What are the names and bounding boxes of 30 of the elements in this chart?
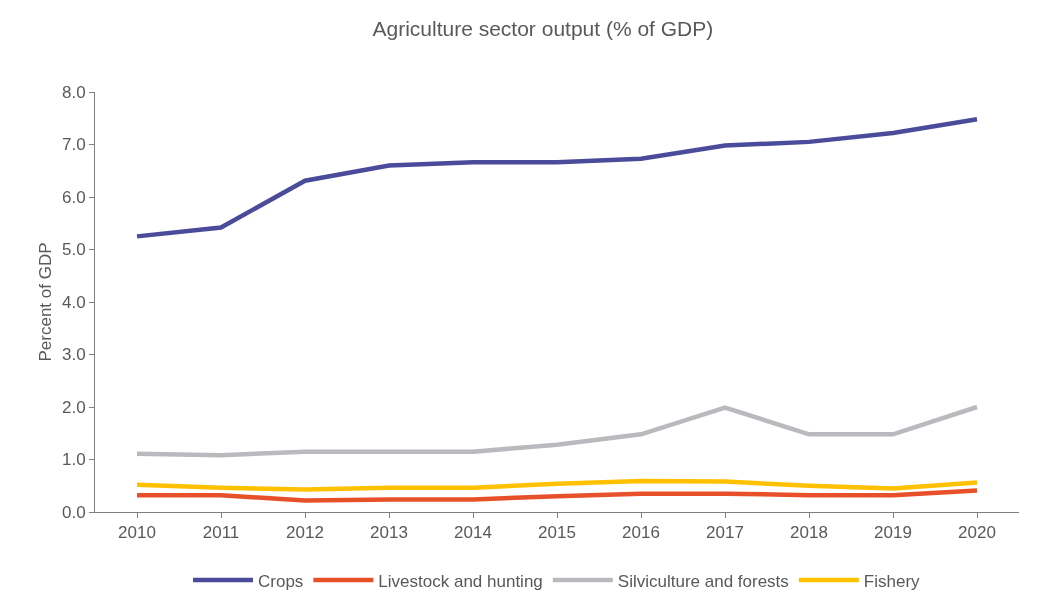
- legend-label: Crops: [258, 571, 304, 591]
- y-tick-label: 6.0: [61, 187, 86, 207]
- x-tick-label: 2020: [958, 523, 996, 543]
- x-tick-label: 2017: [706, 523, 744, 543]
- legend-label: Livestock and hunting: [378, 571, 543, 591]
- x-tick-label: 2014: [454, 523, 492, 543]
- x-tick-label: 2018: [790, 523, 828, 543]
- y-tick-label: 5.0: [61, 240, 86, 260]
- chart-title: Agriculture sector output (% of GDP): [372, 17, 714, 41]
- line-series: [134, 404, 980, 458]
- x-tick-label: 2011: [202, 523, 240, 543]
- x-tick-label: 2019: [874, 523, 912, 543]
- y-tick-label: 7.0: [61, 135, 86, 155]
- y-tick-label: 3.0: [61, 345, 86, 365]
- y-axis-title: Percent of GDP: [36, 242, 55, 362]
- y-tick-label: 1.0: [61, 450, 86, 470]
- x-tick-label: 2016: [622, 523, 660, 543]
- x-tick-label: 2010: [118, 523, 156, 543]
- line-series: [134, 478, 980, 492]
- line-series: [134, 488, 980, 503]
- legend-label: Silviculture and forests: [617, 571, 789, 591]
- legend-label: Fishery: [863, 571, 921, 591]
- y-tick-label: 0.0: [61, 502, 86, 522]
- y-tick-label: 4.0: [61, 292, 86, 312]
- line-series: [134, 117, 980, 239]
- x-tick-label: 2015: [538, 523, 576, 543]
- y-tick-label: 8.0: [61, 82, 86, 102]
- x-tick-label: 2012: [286, 523, 324, 543]
- y-tick-label: 2.0: [61, 397, 86, 417]
- x-tick-label: 2013: [370, 523, 408, 543]
